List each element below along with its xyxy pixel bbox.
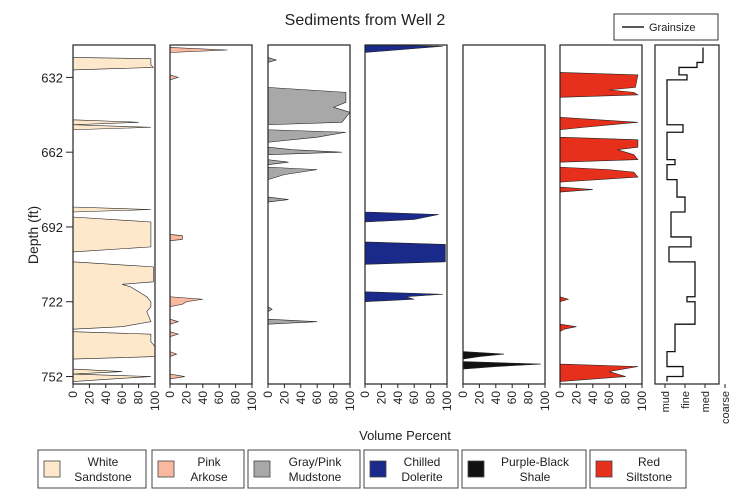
percent-tick-label: 0 — [261, 391, 275, 398]
x-axis-label: Volume Percent — [359, 428, 451, 443]
legend-label-line1: Purple-Black — [501, 455, 570, 469]
percent-tick-label: 80 — [132, 391, 146, 405]
percent-tick-label: 20 — [277, 391, 291, 405]
percent-tick-label: 40 — [391, 391, 405, 405]
legend-swatch — [157, 460, 175, 478]
legend-swatch — [369, 460, 387, 478]
percent-tick-label: 80 — [327, 391, 341, 405]
depth-tick-label: 632 — [41, 70, 63, 85]
grainsize-tick-label: fine — [680, 391, 692, 409]
depth-axis: 632 662 692 722 752 — [41, 70, 73, 385]
percent-tick-label: 0 — [66, 391, 80, 398]
percent-tick-label: 60 — [602, 391, 616, 405]
panel-frame — [267, 44, 351, 385]
y-axis-label: Depth (ft) — [25, 206, 41, 264]
percent-tick-label: 20 — [569, 391, 583, 405]
grainsize-tick-label: mud — [660, 391, 672, 412]
grainsize-tick-label: coarse — [720, 391, 730, 424]
percent-tick-label: 40 — [99, 391, 113, 405]
grainsize-tick-label: med — [700, 391, 712, 412]
panel-4: 0 20 40 60 80 100 — [456, 44, 552, 411]
grainsize-panel: mud fine med coarse — [654, 44, 730, 424]
legend-label-line2: Dolerite — [401, 470, 443, 484]
panel-frame — [169, 44, 253, 385]
percent-tick-label: 40 — [196, 391, 210, 405]
legend-swatch — [595, 460, 613, 478]
depth-tick-label: 662 — [41, 145, 63, 160]
percent-tick-label: 100 — [440, 391, 454, 411]
grainsize-legend: Grainsize — [613, 13, 719, 41]
percent-tick-label: 40 — [586, 391, 600, 405]
panel-frame — [364, 44, 448, 385]
panel-2: 0 20 40 60 80 100 — [261, 44, 357, 411]
percent-tick-label: 20 — [472, 391, 486, 405]
depth-tick-label: 692 — [41, 220, 63, 235]
percent-tick-label: 0 — [553, 391, 567, 398]
legend-swatch — [467, 460, 485, 478]
percent-tick-label: 0 — [456, 391, 470, 398]
legend-label-line1: Gray/Pink — [289, 455, 343, 469]
depth-tick-label: 722 — [41, 295, 63, 310]
percent-tick-label: 100 — [538, 391, 552, 411]
legend-swatch — [43, 460, 61, 478]
panel-0: 0 20 40 60 80 100 — [66, 44, 162, 411]
legend-label-line1: Chilled — [404, 455, 441, 469]
percent-tick-label: 60 — [212, 391, 226, 405]
percent-tick-label: 100 — [635, 391, 649, 411]
percent-tick-label: 60 — [115, 391, 129, 405]
panels: 0 20 40 60 80 100 0 20 40 60 80 100 0 20 40 60 80 100 0 20 4… — [66, 44, 649, 411]
percent-tick-label: 60 — [407, 391, 421, 405]
percent-tick-label: 80 — [619, 391, 633, 405]
panel-frame — [559, 44, 643, 385]
legend-label-line1: Red — [638, 455, 660, 469]
chart-title: Sediments from Well 2 — [285, 12, 446, 29]
legend-label-line2: Sandstone — [74, 470, 132, 484]
legend-label-line2: Shale — [520, 470, 551, 484]
percent-tick-label: 60 — [310, 391, 324, 405]
percent-tick-label: 80 — [522, 391, 536, 405]
lithology-legend: WhiteSandstonePinkArkoseGray/PinkMudston… — [37, 449, 687, 489]
percent-tick-label: 100 — [343, 391, 357, 411]
legend-label-line2: Arkose — [190, 470, 228, 484]
grainsize-line — [666, 47, 704, 382]
legend-label-line1: White — [88, 455, 119, 469]
percent-tick-label: 80 — [229, 391, 243, 405]
legend-swatch — [253, 460, 271, 478]
percent-tick-label: 20 — [179, 391, 193, 405]
panel-5: 0 20 40 60 80 100 — [553, 44, 649, 411]
panel-frame — [462, 44, 546, 385]
grainsize-frame — [654, 44, 720, 385]
legend-label-line1: Pink — [197, 455, 221, 469]
percent-tick-label: 40 — [489, 391, 503, 405]
percent-tick-label: 80 — [424, 391, 438, 405]
percent-tick-label: 100 — [245, 391, 259, 411]
percent-tick-label: 40 — [294, 391, 308, 405]
legend-label-line2: Mudstone — [289, 470, 342, 484]
percent-tick-label: 0 — [163, 391, 177, 398]
panel-3: 0 20 40 60 80 100 — [358, 44, 454, 411]
legend-label-line2: Siltstone — [626, 470, 672, 484]
grainsize-legend-label: Grainsize — [649, 22, 695, 34]
percent-tick-label: 60 — [505, 391, 519, 405]
panel-frame — [72, 44, 156, 385]
percent-tick-label: 100 — [148, 391, 162, 411]
depth-tick-label: 752 — [41, 370, 63, 385]
percent-tick-label: 0 — [358, 391, 372, 398]
panel-1: 0 20 40 60 80 100 — [163, 44, 259, 411]
percent-tick-label: 20 — [374, 391, 388, 405]
percent-tick-label: 20 — [82, 391, 96, 405]
